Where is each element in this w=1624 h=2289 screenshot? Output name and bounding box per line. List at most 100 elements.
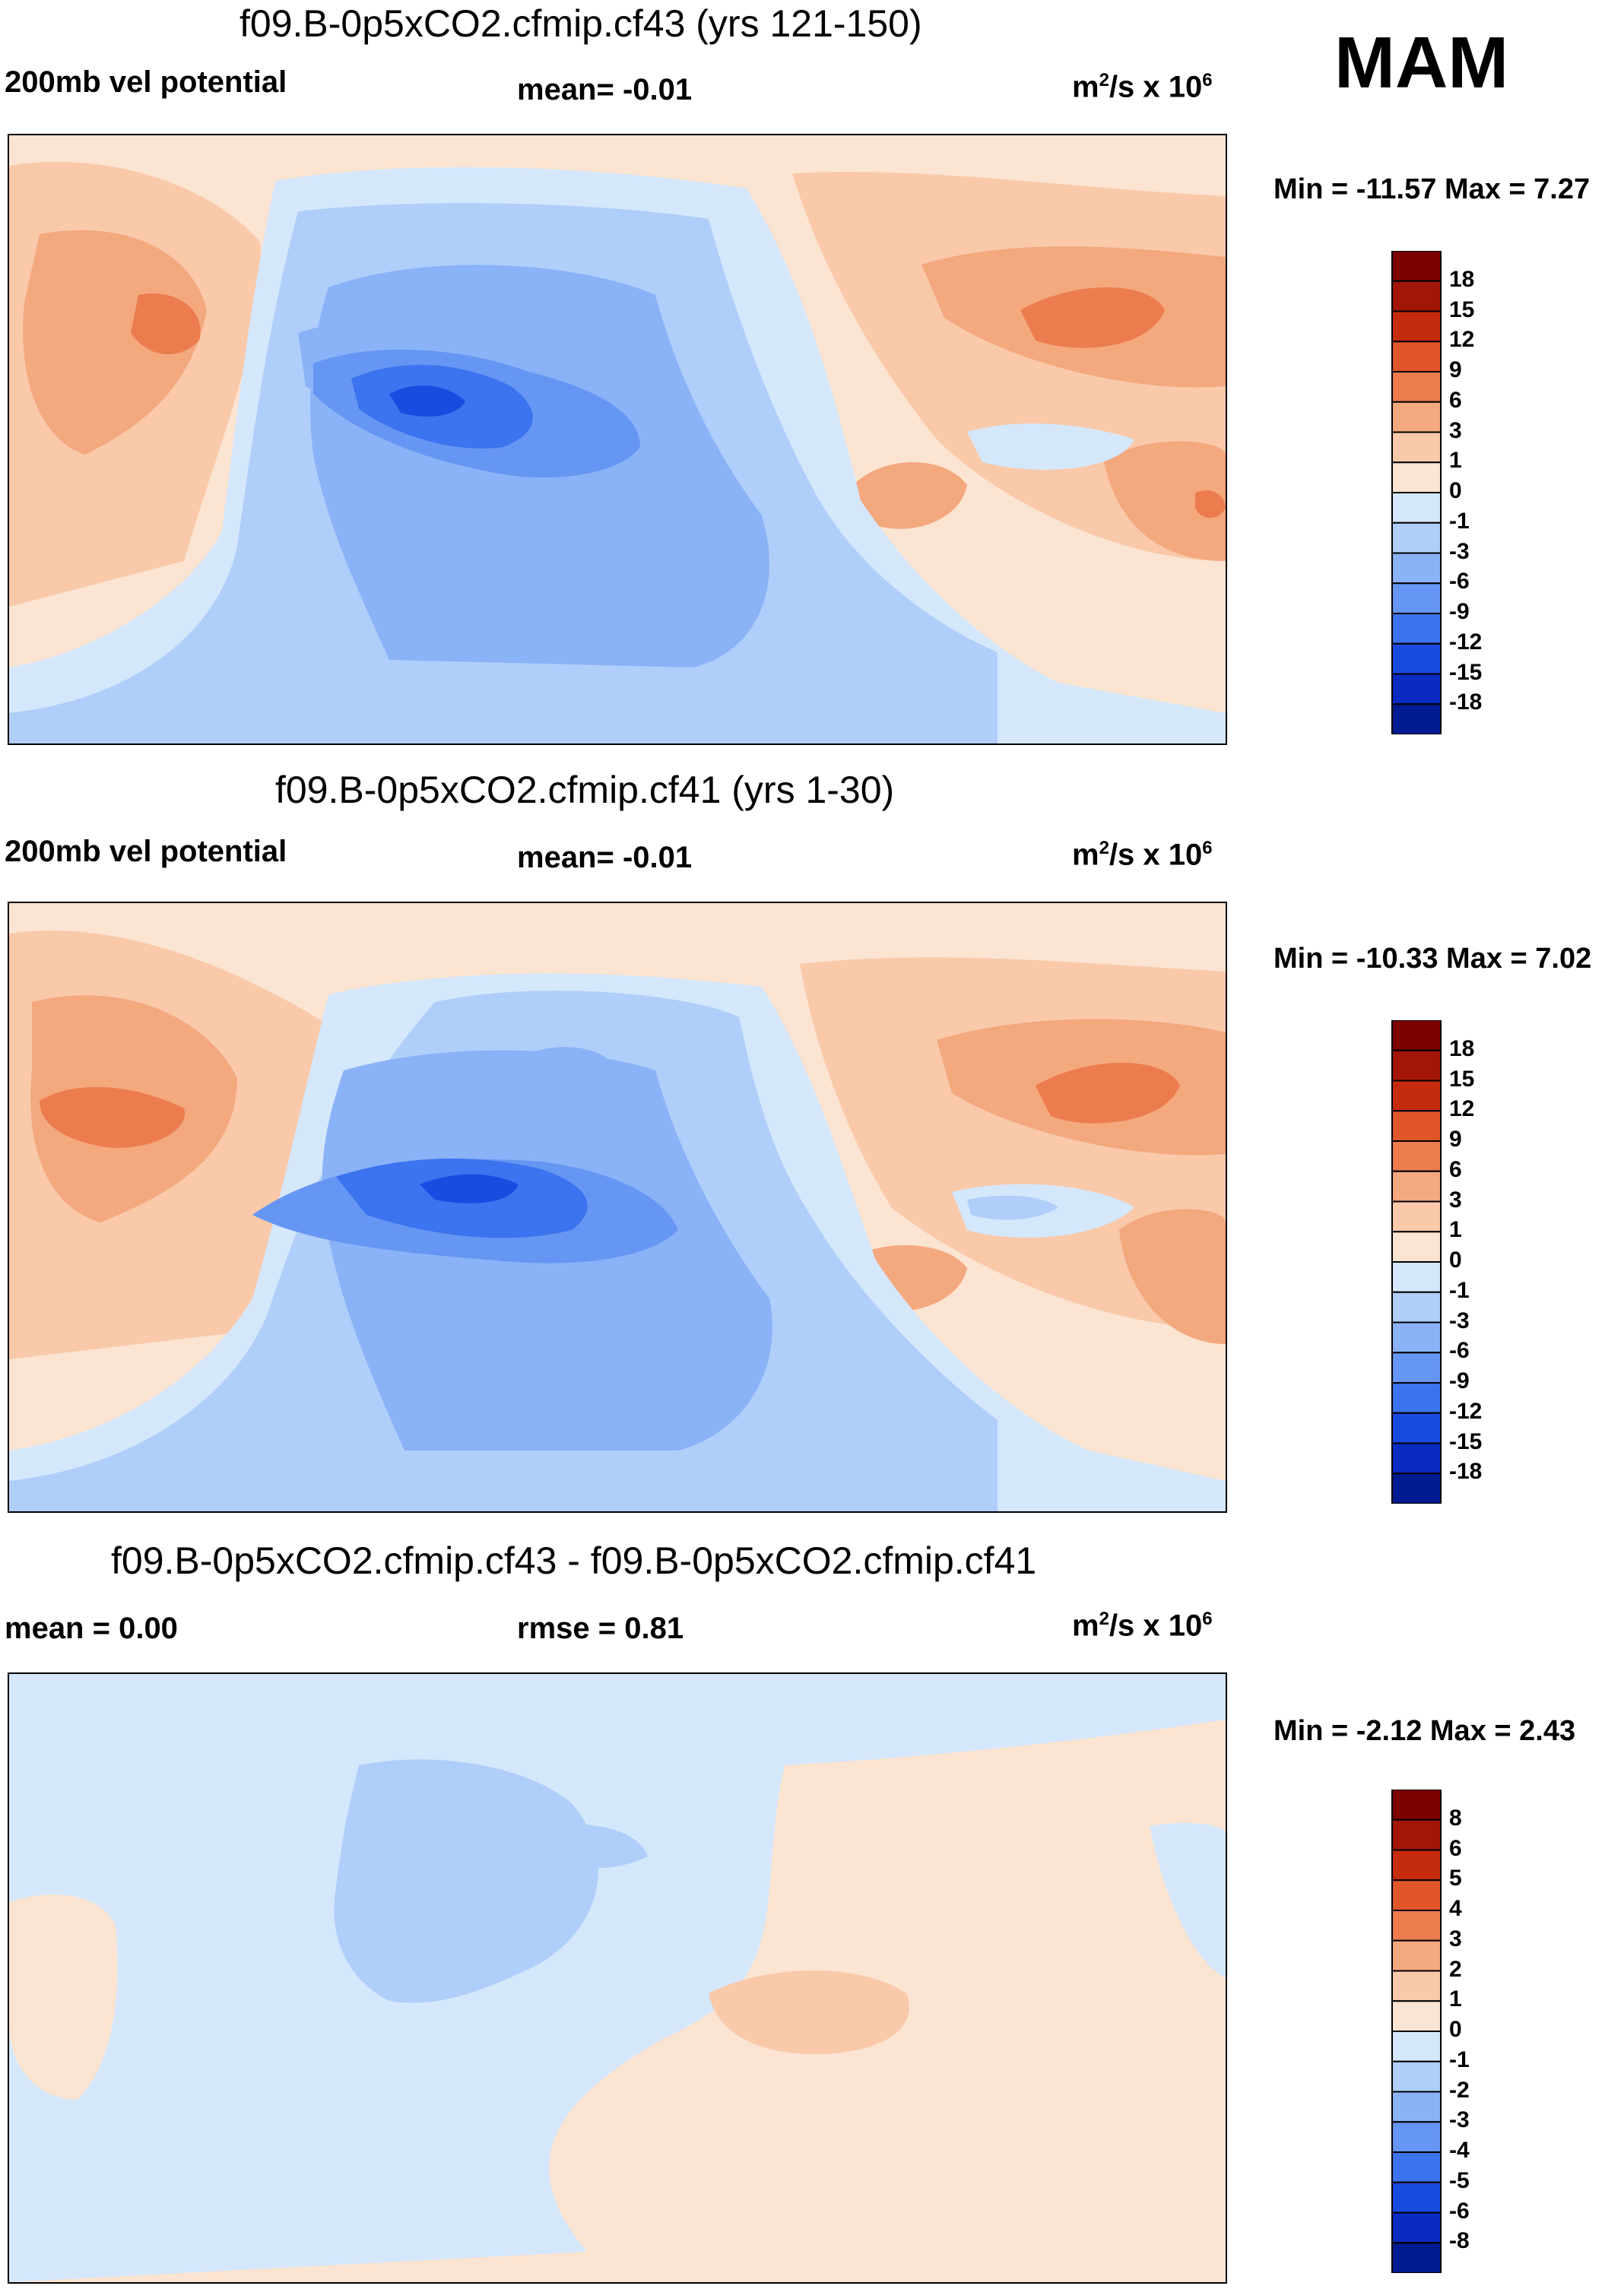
colorbar-tick-label: -1 — [1449, 508, 1470, 534]
panel-2-units-label: m2/s x 106 — [1072, 838, 1213, 872]
colorbar-tick-label: 5 — [1449, 1866, 1462, 1891]
panel-3-map-svg — [9, 1674, 1226, 2282]
colorbar-tick-label: 3 — [1449, 1187, 1462, 1213]
colorbar-tick-label: 12 — [1449, 1096, 1475, 1122]
colorbar-swatch — [1391, 613, 1442, 645]
colorbar-tick-label: -1 — [1449, 1277, 1470, 1303]
panel-2-mean-label: mean= -0.01 — [517, 841, 693, 874]
colorbar-tick-label: 0 — [1449, 2017, 1462, 2042]
colorbar-tick-label: 9 — [1449, 1127, 1462, 1152]
colorbar-swatch — [1391, 2060, 1442, 2093]
panel-2-colorbar-svg — [1391, 1020, 1442, 1504]
colorbar-swatch — [1391, 2151, 1442, 2183]
colorbar-tick-label: -6 — [1449, 2198, 1470, 2224]
colorbar-swatch — [1391, 2000, 1442, 2032]
colorbar-tick-label: -12 — [1449, 629, 1483, 655]
colorbar-swatch — [1391, 341, 1442, 373]
colorbar-swatch — [1391, 1170, 1442, 1203]
colorbar-tick-label: -15 — [1449, 659, 1483, 685]
colorbar-tick-label: 0 — [1449, 478, 1462, 503]
colorbar-tick-label: -3 — [1449, 2107, 1470, 2133]
colorbar-tick-label: 8 — [1449, 1805, 1462, 1831]
season-label: MAM — [1334, 22, 1509, 103]
colorbar-swatch — [1391, 582, 1442, 614]
colorbar-swatch — [1391, 1020, 1442, 1051]
colorbar-swatch — [1391, 2031, 1442, 2062]
colorbar-swatch — [1391, 492, 1442, 524]
colorbar-tick-label: -1 — [1449, 2046, 1470, 2072]
colorbar-swatch — [1391, 642, 1442, 675]
colorbar-tick-label: -15 — [1449, 1428, 1483, 1454]
panel-1-map-svg — [9, 135, 1226, 743]
colorbar-tick-label: 0 — [1449, 1248, 1462, 1273]
panel-1-min-max: Min = -11.57 Max = 7.27 — [1274, 173, 1591, 205]
panel-1-colorbar-svg — [1391, 251, 1442, 734]
colorbar-swatch — [1391, 1200, 1442, 1233]
colorbar-swatch — [1391, 280, 1442, 312]
colorbar-tick-label: -2 — [1449, 2077, 1470, 2103]
colorbar-tick-label: 18 — [1449, 1035, 1475, 1061]
panel-1-mean-label: mean= -0.01 — [517, 73, 693, 106]
panel-2-title: f09.B-0p5xCO2.cfmip.cf41 (yrs 1-30) — [275, 769, 895, 811]
colorbar-swatch — [1391, 1080, 1442, 1112]
colorbar-tick-label: 4 — [1449, 1896, 1462, 1921]
colorbar-swatch — [1391, 1261, 1442, 1293]
colorbar-tick-label: 1 — [1449, 448, 1462, 474]
colorbar-tick-label: -8 — [1449, 2228, 1470, 2254]
panel-3-units-label: m2/s x 106 — [1072, 1609, 1213, 1643]
colorbar-swatch — [1391, 1412, 1442, 1444]
colorbar-swatch — [1391, 1790, 1442, 1821]
colorbar-swatch — [1391, 371, 1442, 403]
colorbar-tick-label: 9 — [1449, 357, 1462, 382]
colorbar-tick-label: -12 — [1449, 1398, 1483, 1424]
colorbar-tick-label: -6 — [1449, 569, 1470, 594]
panel-1-colorbar — [1391, 251, 1442, 734]
colorbar-swatch — [1391, 1352, 1442, 1384]
colorbar-tick-label: 12 — [1449, 327, 1475, 353]
colorbar-swatch — [1391, 1818, 1442, 1851]
colorbar-swatch — [1391, 401, 1442, 433]
colorbar-swatch — [1391, 2121, 1442, 2153]
colorbar-swatch — [1391, 703, 1442, 734]
colorbar-tick-label: -18 — [1449, 690, 1483, 715]
colorbar-swatch — [1391, 310, 1442, 343]
colorbar-swatch — [1391, 1382, 1442, 1414]
colorbar-tick-label: 3 — [1449, 417, 1462, 443]
panel-3-map — [8, 1672, 1227, 2284]
colorbar-swatch — [1391, 1291, 1442, 1324]
colorbar-swatch — [1391, 461, 1442, 493]
panel-1-title: f09.B-0p5xCO2.cfmip.cf43 (yrs 121-150) — [239, 2, 922, 45]
colorbar-swatch — [1391, 2181, 1442, 2214]
panel-3-rmse-label: rmse = 0.81 — [517, 1612, 684, 1645]
colorbar-swatch — [1391, 431, 1442, 464]
colorbar-swatch — [1391, 251, 1442, 282]
colorbar-swatch — [1391, 2242, 1442, 2273]
colorbar-swatch — [1391, 1321, 1442, 1354]
colorbar-tick-label: 6 — [1449, 387, 1462, 413]
colorbar-tick-label: -3 — [1449, 1308, 1470, 1333]
colorbar-swatch — [1391, 1473, 1442, 1504]
colorbar-swatch — [1391, 1970, 1442, 2002]
colorbar-tick-label: -3 — [1449, 538, 1470, 564]
panel-2-colorbar — [1391, 1020, 1442, 1504]
colorbar-tick-label: 3 — [1449, 1926, 1462, 1951]
panel-2-map — [8, 902, 1227, 1513]
colorbar-swatch — [1391, 1910, 1442, 1942]
panel-2-min-max: Min = -10.33 Max = 7.02 — [1274, 943, 1592, 975]
colorbar-swatch — [1391, 1849, 1442, 1882]
colorbar-swatch — [1391, 552, 1442, 585]
colorbar-swatch — [1391, 522, 1442, 554]
colorbar-tick-label: -6 — [1449, 1338, 1470, 1364]
colorbar-tick-label: -5 — [1449, 2167, 1470, 2193]
colorbar-swatch — [1391, 1442, 1442, 1475]
colorbar-tick-label: 18 — [1449, 266, 1475, 292]
panel-3-colorbar — [1391, 1790, 1442, 2273]
colorbar-swatch — [1391, 2091, 1442, 2123]
panel-1-map — [8, 134, 1227, 745]
colorbar-tick-label: 6 — [1449, 1156, 1462, 1182]
colorbar-tick-label: 6 — [1449, 1835, 1462, 1861]
panel-3-title: f09.B-0p5xCO2.cfmip.cf43 - f09.B-0p5xCO2… — [111, 1539, 1037, 1582]
panel-3-colorbar-svg — [1391, 1790, 1442, 2273]
colorbar-swatch — [1391, 1231, 1442, 1263]
colorbar-swatch — [1391, 1939, 1442, 1972]
